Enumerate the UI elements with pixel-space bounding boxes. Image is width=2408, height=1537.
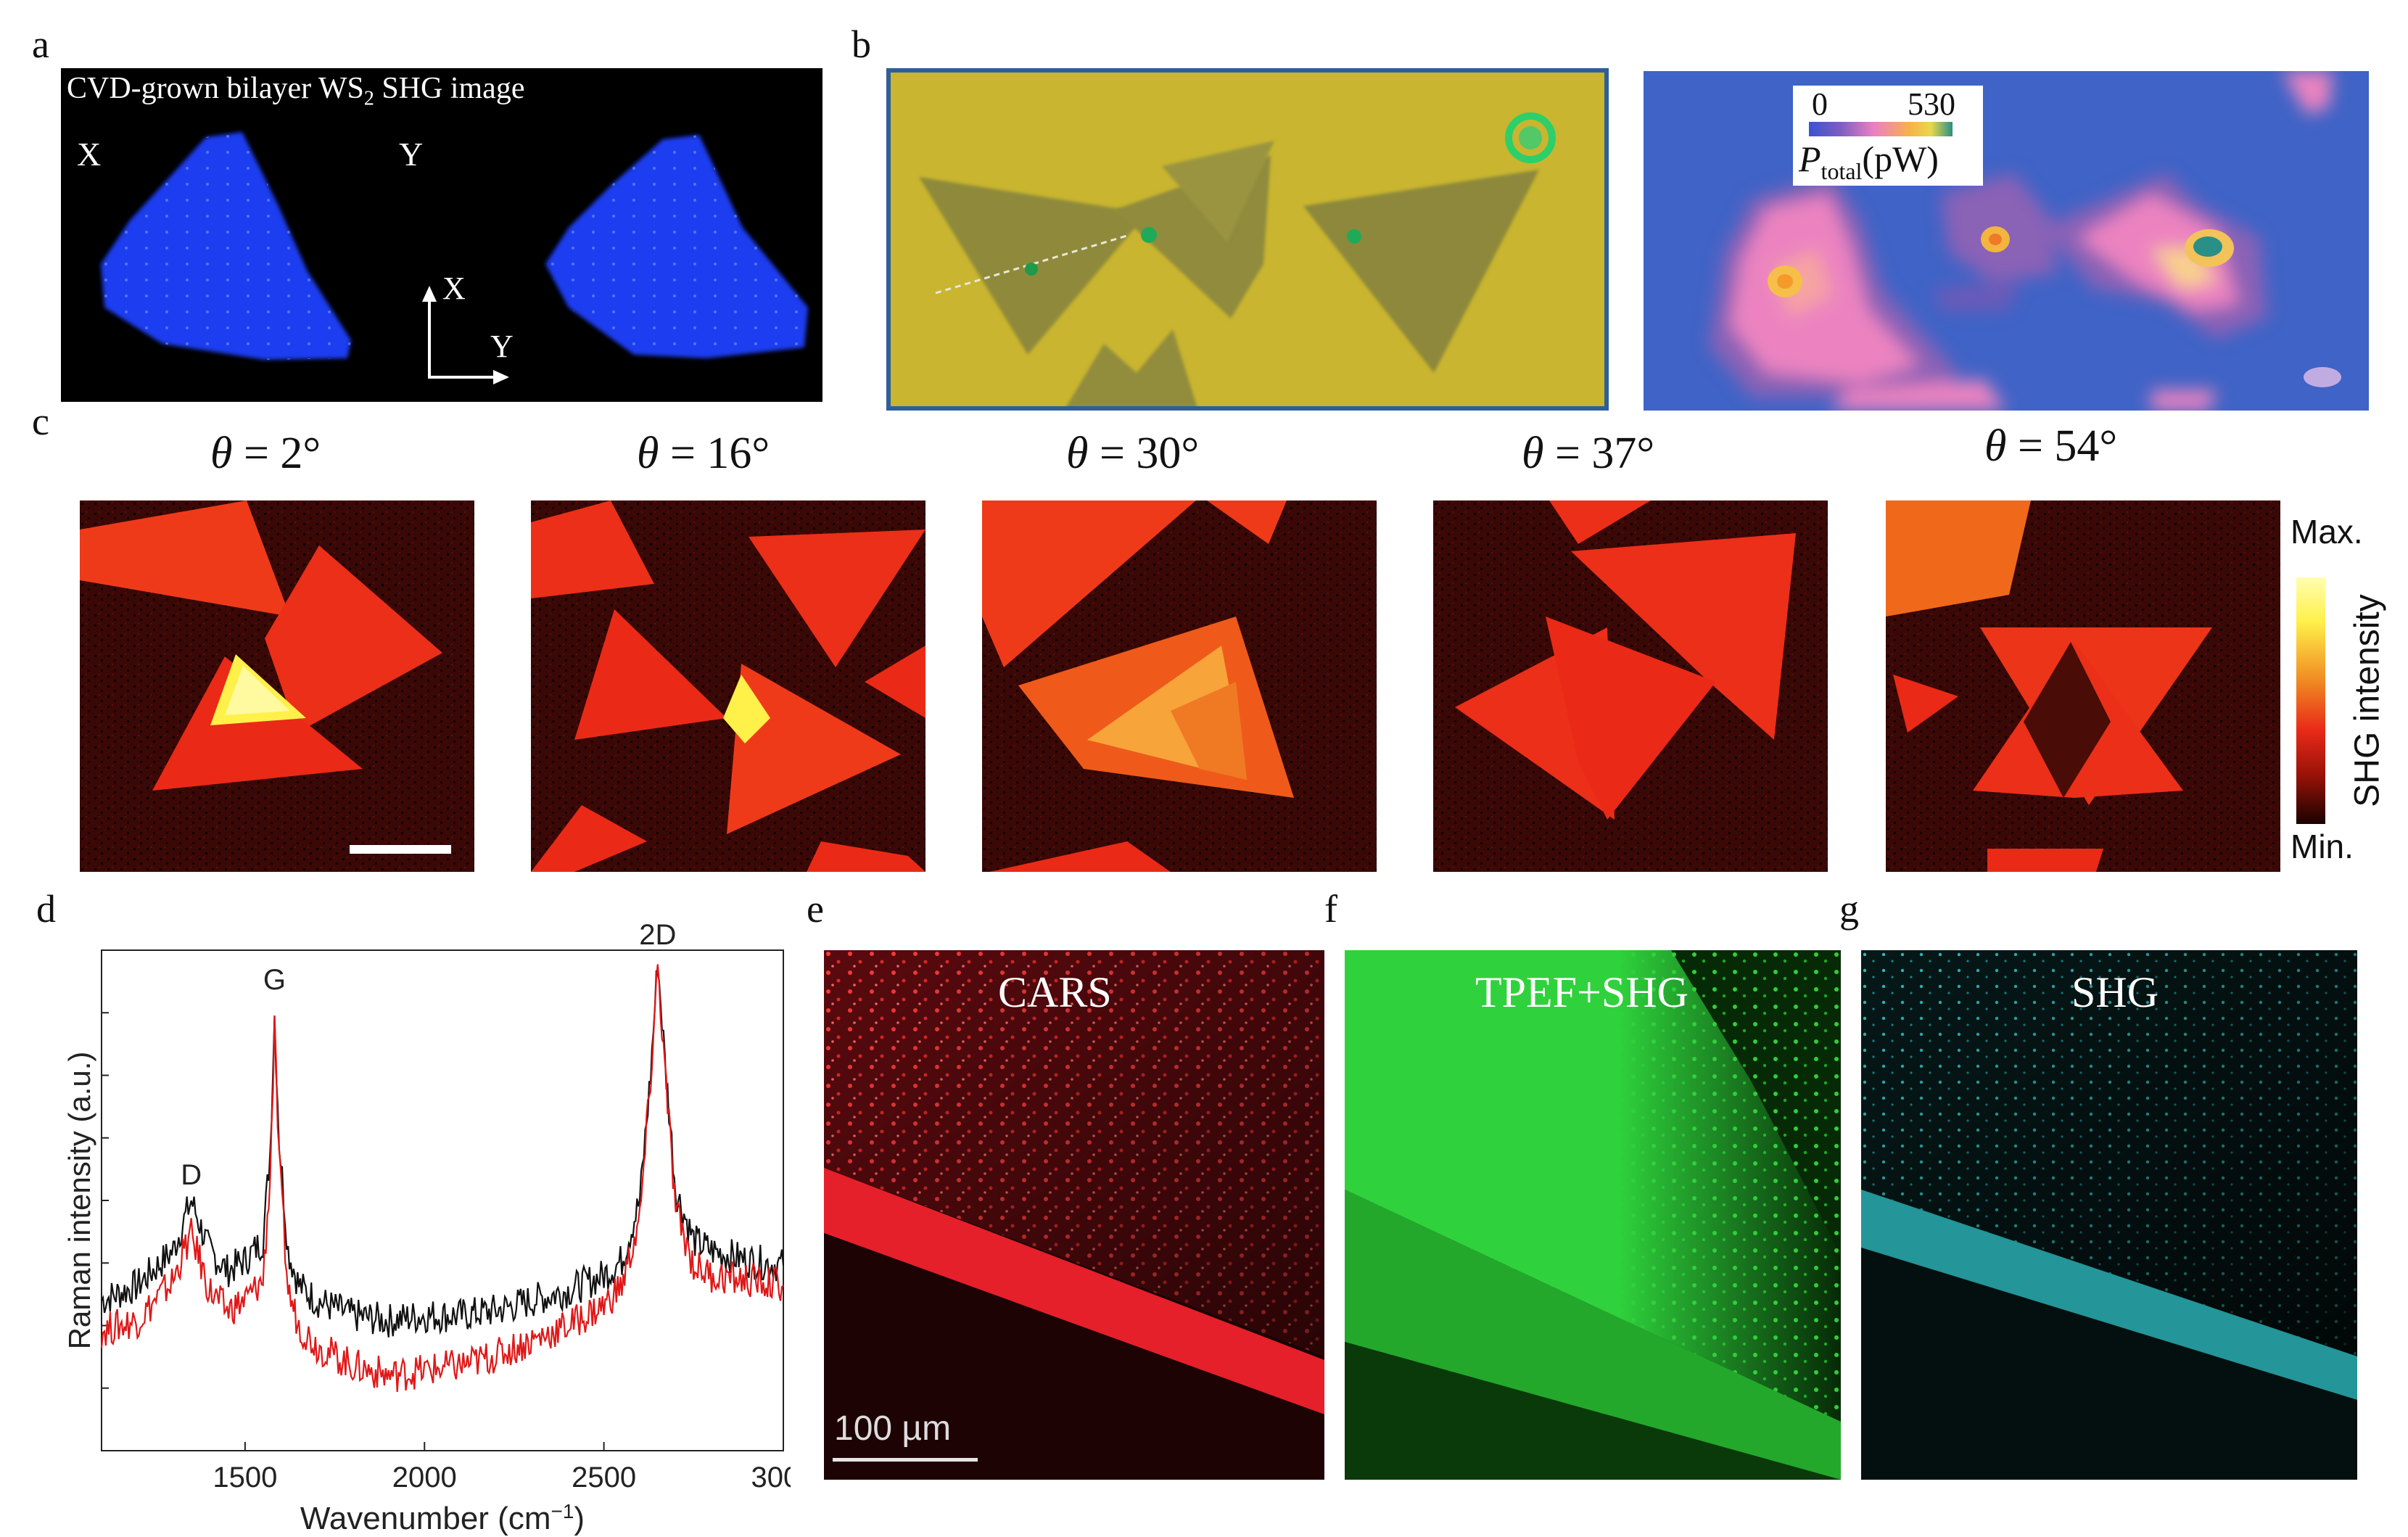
panel-a-label-y: Y (399, 136, 424, 173)
panel-g-label: SHG (2071, 968, 2159, 1016)
panel-e-label: CARS (998, 968, 1112, 1016)
axis-x-label: X (442, 271, 466, 306)
theta-label-5: θ = 54° (1984, 421, 2118, 471)
panel-a-label-x: X (77, 136, 102, 173)
shg-colorbar-min: Min. (2291, 828, 2354, 865)
peak-label: G (263, 964, 286, 996)
panel-label-f: f (1324, 887, 1337, 931)
panel-label-c: c (32, 400, 49, 443)
shg-image-16deg (531, 500, 925, 872)
x-axis-label: Wavenumber (cm−1) (300, 1500, 585, 1537)
shg-image-37deg (1433, 500, 1828, 872)
series-line-black (101, 970, 785, 1338)
panel-label-b: b (852, 22, 871, 66)
theta-label-2: θ = 16° (637, 429, 770, 478)
series-line-red (100, 964, 784, 1392)
scale-bar (350, 845, 451, 854)
shg-image-2deg (80, 500, 474, 872)
panel-label-g: g (1839, 887, 1859, 931)
panel-label-a: a (32, 22, 49, 66)
shg-colorbar-title: SHG intensity (2348, 594, 2387, 807)
panel-e-cars-image: CARS 100 µm (824, 950, 1324, 1480)
theta-label-4: θ = 37° (1522, 429, 1655, 478)
power-colorbar-gradient (1809, 122, 1953, 136)
x-tick-label: 1500 (213, 1462, 277, 1493)
shg-colorbar-max: Max. (2291, 513, 2363, 551)
theta-label-3: θ = 30° (1066, 429, 1200, 478)
panel-b-power-map: 0 530 Ptotal(pW) (1644, 71, 2369, 411)
axis-y-label: Y (490, 329, 514, 364)
panel-f-label: TPEF+SHG (1475, 968, 1689, 1016)
panel-a-shg-image: CVD-grown bilayer WS2 SHG image X Y X Y (61, 68, 822, 402)
power-colorbar-label: Ptotal(pW) (1799, 139, 1939, 184)
power-colorbar-max: 530 (1908, 86, 1955, 122)
peak-label: 2D (639, 921, 676, 951)
y-axis-label: Raman intensity (a.u.) (65, 1052, 96, 1350)
panel-b-map-shapes (1709, 71, 2341, 411)
peak-label: D (181, 1159, 202, 1191)
panel-g-shg-image: SHG (1861, 950, 2357, 1480)
panel-f-tpef-image: TPEF+SHG (1345, 950, 1841, 1480)
scale-bar-label: 100 µm (834, 1409, 952, 1448)
shg-colorbar (2296, 577, 2325, 824)
panel-label-e: e (807, 887, 824, 931)
shg-image-54deg (1886, 500, 2280, 872)
panel-a-title: CVD-grown bilayer WS2 SHG image (67, 72, 525, 110)
x-tick-label: 3000 (751, 1462, 791, 1493)
power-colorbar-box: 0 530 Ptotal(pW) (1793, 86, 1983, 186)
x-tick-label: 2000 (392, 1462, 457, 1493)
shg-image-30deg (982, 500, 1377, 872)
raman-spectrum-chart: 1500 2000 2500 3000 D G 2D Wavenumber (cm−1) Ram… (65, 921, 791, 1537)
x-tick-label: 2500 (572, 1462, 636, 1493)
power-colorbar-min: 0 (1812, 86, 1828, 122)
panel-a-flakes (101, 132, 808, 384)
theta-label-1: θ = 2° (210, 429, 321, 478)
panel-b-optical-flakes (891, 73, 1604, 406)
panel-b-optical-image (886, 68, 1609, 411)
panel-label-d: d (36, 887, 56, 931)
